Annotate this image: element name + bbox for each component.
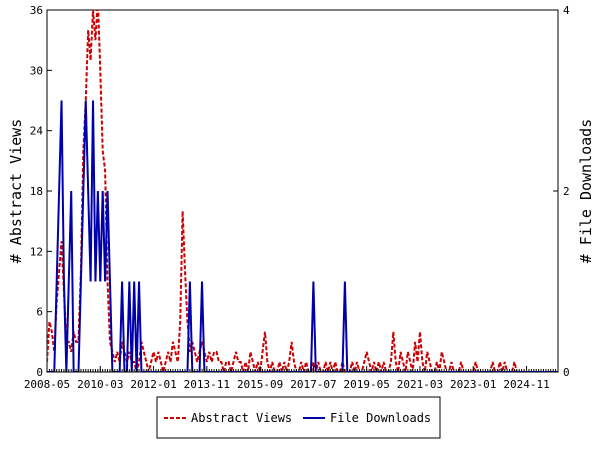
legend: Abstract Views File Downloads [156,396,441,439]
y-axis-right-title: # File Downloads [577,119,595,264]
y-left-tick-label: 12 [30,245,43,258]
legend-label-abstract-views: Abstract Views [191,411,292,425]
y-left-tick-label: 0 [36,366,43,379]
x-axis: 2008-05 2010-03 2012-01 2013-11 2015-09 2017-… [24,366,559,391]
x-tick-label: 2023-01 [450,378,496,391]
x-tick-label: 2012-01 [130,378,176,391]
y-left-tick-label: 24 [30,125,44,138]
x-tick-label: 2019-05 [344,378,390,391]
legend-label-file-downloads: File Downloads [330,411,431,425]
plot-area [46,9,559,373]
y-left-tick-label: 6 [36,306,43,319]
x-tick-label: 2008-05 [24,378,70,391]
y-right-tick-label: 0 [563,366,570,379]
x-tick-label: 2010-03 [77,378,123,391]
y-left-tick-label: 36 [30,4,43,17]
y-right-tick-label: 2 [563,185,570,198]
y-right-tick-label: 4 [563,4,570,17]
series-line-file-downloads [47,100,558,372]
x-tick-label: 2015-09 [237,378,283,391]
y-axis-left-title: # Abstract Views [7,119,25,264]
x-tick-label: 2021-03 [397,378,443,391]
y-left-tick-label: 30 [30,64,43,77]
y-axis-left: 0 6 12 18 24 30 36 [30,4,52,379]
x-tick-label: 2024-11 [503,378,549,391]
legend-box [156,396,441,439]
y-left-tick-label: 18 [30,185,43,198]
x-tick-label: 2017-07 [290,378,336,391]
x-tick-label: 2013-11 [184,378,230,391]
y-axis-right: 0 2 4 [553,4,570,379]
